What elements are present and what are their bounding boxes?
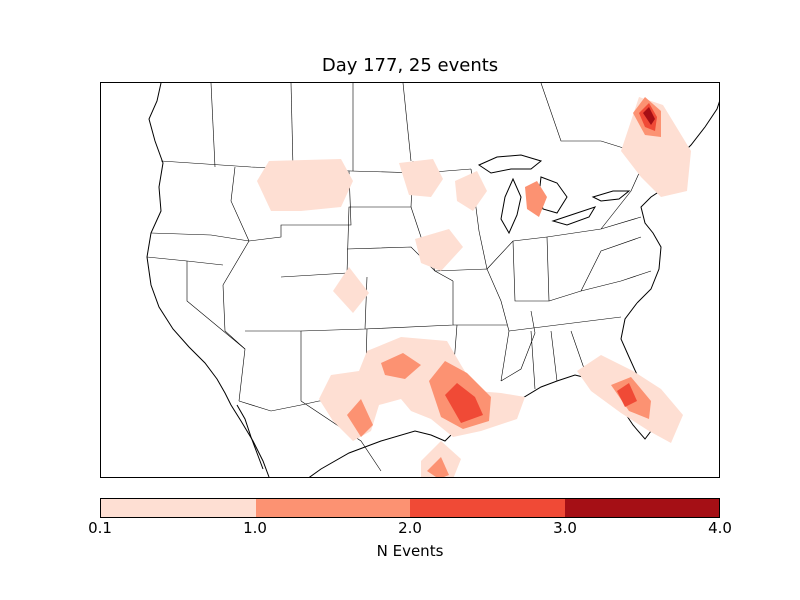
baja-coastline (236, 404, 264, 470)
contour-iowa (415, 229, 463, 271)
contour-northeast-l4 (643, 107, 655, 125)
pacific-coastline (146, 83, 270, 477)
colorbar-segment (564, 499, 719, 517)
map-panel (100, 82, 720, 478)
contour-texas-oklahoma (319, 337, 525, 441)
lake-michigan (500, 177, 522, 235)
coastline (146, 83, 719, 477)
contour-mexico-l2 (427, 457, 449, 477)
chart-title: Day 177, 25 events (321, 55, 499, 76)
contour-minnesota (399, 159, 443, 197)
colorbar-segment (410, 499, 565, 517)
contour-montana-dakota (257, 159, 353, 211)
colorbar-label: N Events (376, 542, 444, 560)
colorbar-tick-label: 2.0 (398, 519, 422, 537)
contour-colorado (333, 267, 369, 313)
state-borders (146, 150, 670, 472)
colorbar-tick-label: 0.1 (88, 519, 112, 537)
contour-michigan-l2 (525, 181, 547, 217)
event-contours (257, 97, 691, 477)
contour-wisconsin (455, 171, 487, 211)
colorbar-tick-label: 1.0 (243, 519, 267, 537)
colorbar-tick-label: 4.0 (708, 519, 732, 537)
colorbar (100, 498, 720, 518)
lake-erie (551, 206, 597, 226)
map-svg (146, 83, 719, 477)
colorbar-tick-label: 3.0 (553, 519, 577, 537)
lake-ontario (591, 190, 631, 202)
colorbar-segment (255, 499, 410, 517)
atlantic-coastline (636, 101, 719, 304)
colorbar-segment (101, 499, 256, 517)
contour-florida-l3 (617, 383, 637, 407)
canada-provinces (210, 83, 634, 171)
contour-oklahoma-l2 (381, 353, 421, 379)
contour-westtx-l2 (347, 399, 373, 437)
lake-superior (477, 154, 543, 174)
contour-texas-l3 (445, 383, 483, 423)
